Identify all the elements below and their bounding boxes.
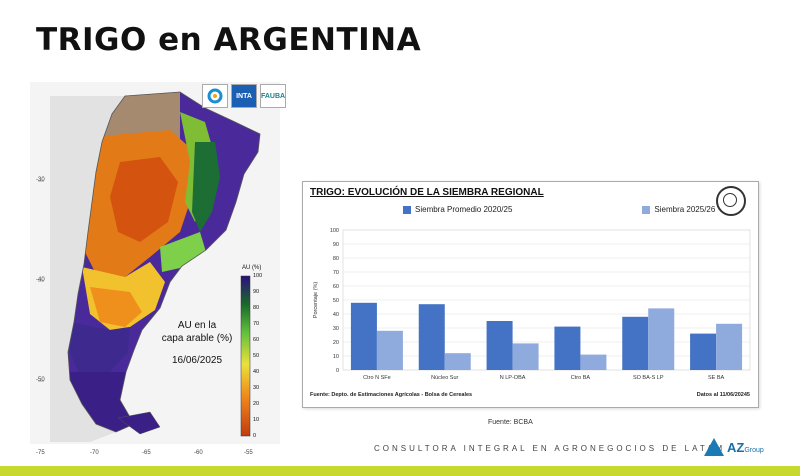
- bar-actual: [512, 343, 539, 370]
- lon-label-55: -55: [244, 450, 253, 456]
- legend-item-series-1: Siembra Promedio 2020/25: [403, 205, 512, 214]
- lon-label-65: -65: [142, 450, 151, 456]
- az-brand-sub: Group: [744, 446, 764, 454]
- y-tick-label: 20: [333, 340, 339, 346]
- y-tick-label: 90: [333, 242, 339, 248]
- bolsa-de-cereales-seal-icon: [716, 186, 746, 216]
- colorbar-tick-label: 50: [253, 353, 260, 359]
- colorbar-tick-label: 30: [253, 385, 260, 391]
- lat-label-50: -50: [36, 377, 45, 383]
- colorbar-tick-label: 10: [253, 417, 260, 423]
- x-tick-label: N LP-OBA: [500, 375, 526, 381]
- colorbar-tick-label: 40: [253, 369, 260, 375]
- chart-source: Fuente: Depto. de Estimaciones Agrícolas…: [310, 392, 473, 398]
- legend-item-series-2: Siembra 2025/26: [642, 205, 715, 214]
- lon-label-75: -75: [36, 450, 45, 456]
- bar-promedio: [350, 302, 377, 370]
- az-logo-icon: [704, 438, 724, 456]
- colorbar-tick-label: 100: [253, 273, 263, 279]
- x-tick-label: SE BA: [708, 375, 725, 381]
- legend-label-series-1: Siembra Promedio 2020/25: [415, 205, 513, 214]
- chart-date: Datos al 11/06/20245: [696, 392, 750, 398]
- bar-promedio: [622, 316, 649, 370]
- bar-promedio: [486, 321, 513, 370]
- institution-logos: INTA FAUBA: [202, 84, 286, 108]
- lon-label-60: -60: [194, 450, 203, 456]
- legend-swatch-series-1: [403, 205, 411, 214]
- x-tick-label: Ctro N SFe: [363, 375, 391, 381]
- x-tick-label: Núcleo Sur: [431, 375, 458, 381]
- y-axis-label: Porcentaje (%): [313, 282, 319, 319]
- y-tick-label: 10: [333, 354, 339, 360]
- source-note: Fuente: BCBA: [488, 419, 533, 426]
- y-tick-label: 0: [336, 368, 339, 374]
- lat-label-40: -40: [36, 277, 45, 283]
- y-tick-label: 30: [333, 326, 339, 332]
- bar-actual: [648, 308, 675, 370]
- page-title: TRIGO en ARGENTINA: [36, 22, 422, 58]
- bar-actual: [444, 353, 471, 370]
- bar-promedio: [690, 333, 717, 370]
- lat-label-30: -30: [36, 177, 45, 183]
- chart-legend: Siembra Promedio 2020/25 Siembra 2025/26: [403, 205, 715, 214]
- x-tick-label: Ctro BA: [571, 375, 591, 381]
- y-tick-label: 40: [333, 312, 339, 318]
- inta-logo: INTA: [231, 84, 257, 108]
- bar-promedio: [554, 326, 581, 370]
- map-caption-line2: capa arable (%): [161, 333, 233, 344]
- y-tick-label: 70: [333, 270, 339, 276]
- bar-actual: [580, 354, 607, 370]
- legend-swatch-series-2: [642, 205, 651, 214]
- bottom-accent-bar: [0, 466, 800, 476]
- y-tick-label: 100: [330, 228, 339, 234]
- az-brand: AZ: [727, 439, 745, 455]
- colorbar-title: AU (%): [242, 265, 262, 271]
- bar-actual: [376, 330, 403, 370]
- colorbar-tick-label: 60: [253, 337, 260, 343]
- legend-label-series-2: Siembra 2025/26: [654, 205, 716, 214]
- map-caption: AU en la capa arable (%): [152, 319, 242, 345]
- lon-label-70: -70: [90, 450, 99, 456]
- map-date: 16/06/2025: [171, 355, 223, 366]
- colorbar-tick-label: 80: [253, 305, 260, 311]
- wheat-sowing-chart: TRIGO: EVOLUCIÓN DE LA SIEMBRA REGIONAL …: [302, 181, 759, 408]
- x-tick-label: SO BA-S LP: [633, 375, 664, 381]
- colorbar-tick-label: 90: [253, 289, 260, 295]
- consultora-tagline: CONSULTORA INTEGRAL EN AGRONEGOCIOS DE L…: [374, 444, 726, 453]
- y-tick-label: 60: [333, 284, 339, 290]
- y-tick-label: 50: [333, 298, 339, 304]
- y-tick-label: 80: [333, 256, 339, 262]
- ora-logo-icon: [202, 84, 228, 108]
- chart-title: TRIGO: EVOLUCIÓN DE LA SIEMBRA REGIONAL: [310, 187, 544, 198]
- fauba-logo: FAUBA: [260, 84, 286, 108]
- colorbar-tick-label: 20: [253, 401, 260, 407]
- bar-actual: [716, 323, 743, 370]
- colorbar-tick-label: 70: [253, 321, 260, 327]
- colorbar-tick-label: 0: [253, 433, 257, 439]
- az-group-logo: AZGroup: [704, 438, 764, 456]
- soil-moisture-map: [30, 82, 280, 444]
- map-caption-line1: AU en la: [177, 320, 217, 331]
- soil-moisture-map-panel: INTA FAUBA -30 -40 -50 AU (%) 100 90 80 70 6…: [30, 82, 286, 444]
- bar-promedio: [418, 304, 445, 370]
